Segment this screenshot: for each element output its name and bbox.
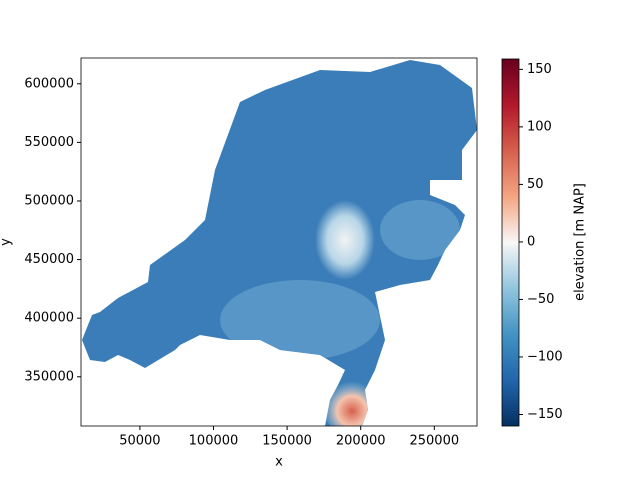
y-tick-label: 550000 — [24, 135, 74, 150]
colorbar-tick-label: −50 — [527, 292, 554, 307]
colorbar-tick-label: −150 — [527, 407, 563, 422]
x-tick-label: 50000 — [119, 434, 160, 449]
y-tick-label: 600000 — [24, 76, 74, 91]
x-tick-label: 150000 — [262, 434, 312, 449]
y-tick-label: 450000 — [24, 252, 74, 267]
y-tick-label: 500000 — [24, 193, 74, 208]
x-tick-label: 250000 — [409, 434, 459, 449]
plot-frame — [80, 57, 478, 427]
y-axis-label: y — [0, 238, 14, 246]
colorbar-tick-label: −100 — [527, 349, 563, 364]
y-tick-label: 400000 — [24, 311, 74, 326]
colorbar-tick-label: 50 — [527, 177, 544, 192]
colorbar-tick-label: 100 — [527, 119, 552, 134]
x-tick-label: 100000 — [189, 434, 239, 449]
colorbar-label: elevation [m NAP] — [573, 183, 588, 301]
x-axis-label: x — [275, 455, 283, 470]
elevation-surface — [82, 60, 477, 426]
x-tick-label: 200000 — [336, 434, 386, 449]
colorbar — [501, 58, 520, 427]
colorbar-tick-label: 150 — [527, 62, 552, 77]
colorbar-tick-label: 0 — [527, 234, 535, 249]
y-tick-label: 350000 — [24, 369, 74, 384]
